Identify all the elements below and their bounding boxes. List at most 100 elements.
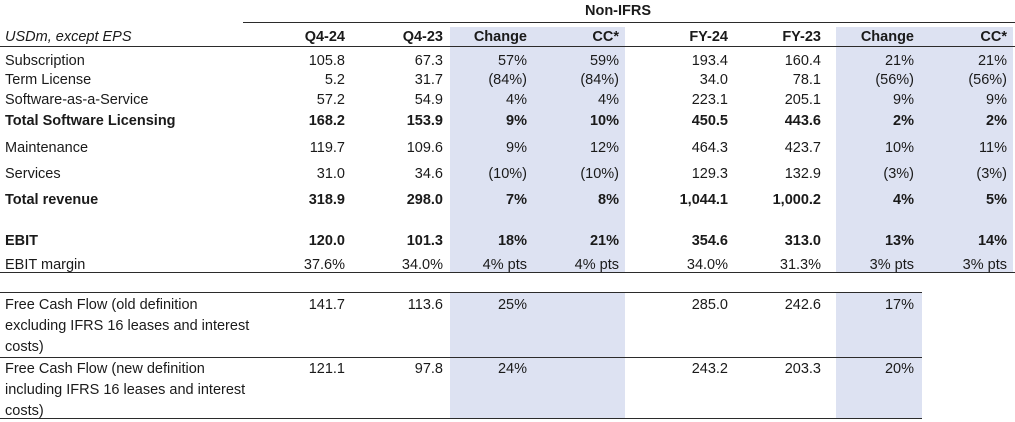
- row-label: Software-as-a-Service: [5, 92, 149, 108]
- cell-q4-23: 67.3: [414, 53, 443, 69]
- cell-fy-change: 2%: [893, 113, 914, 129]
- cell-fy-cc: 3% pts: [962, 257, 1007, 273]
- cell-fy-change: 3% pts: [869, 257, 914, 273]
- cell-fy-23: 31.3%: [779, 257, 821, 273]
- column-header-fy-cc: CC*: [980, 29, 1007, 45]
- cell-q4-24: 105.8: [308, 53, 345, 69]
- fcf-fy-change-band: [836, 292, 922, 418]
- cell-fy-23: 160.4: [784, 53, 821, 69]
- cell-q4-change: 4%: [506, 92, 527, 108]
- cell-q4-change: 9%: [506, 140, 527, 156]
- row-label: EBIT margin: [5, 257, 86, 273]
- fcf-cell-fy-24: 243.2: [691, 361, 728, 377]
- fcf-cell-fy-change: 17%: [884, 297, 914, 313]
- cell-q4-cc: 4%: [598, 92, 619, 108]
- fcf-cell-q4-change: 24%: [497, 361, 527, 377]
- cell-q4-23: 31.7: [414, 72, 443, 88]
- cell-fy-23: 1,000.2: [772, 192, 821, 208]
- cell-fy-23: 132.9: [784, 166, 821, 182]
- cell-fy-23: 423.7: [784, 140, 821, 156]
- cell-q4-cc: 4% pts: [574, 257, 619, 273]
- cell-q4-23: 109.6: [406, 140, 443, 156]
- cell-fy-23: 205.1: [784, 92, 821, 108]
- cell-q4-change: 4% pts: [482, 257, 527, 273]
- row-label: Services: [5, 166, 61, 182]
- column-header-fy-change: Change: [860, 29, 914, 45]
- cell-q4-change: 57%: [497, 53, 527, 69]
- fcf-row-label: Free Cash Flow (old definition excluding…: [5, 297, 250, 355]
- cell-q4-change: 18%: [497, 233, 527, 249]
- cell-fy-23: 313.0: [784, 233, 821, 249]
- cell-q4-24: 5.2: [324, 72, 345, 88]
- group-title: Non-IFRS: [585, 3, 652, 19]
- cell-q4-24: 37.6%: [303, 257, 345, 273]
- table-bottom-rule: [0, 272, 1015, 273]
- cell-q4-cc: 59%: [589, 53, 619, 69]
- cell-fy-cc: 11%: [979, 140, 1007, 156]
- q4-change-band: [450, 27, 625, 272]
- column-header-fy-24: FY-24: [689, 29, 728, 45]
- cell-q4-23: 101.3: [406, 233, 443, 249]
- column-header-q4-24: Q4-24: [304, 29, 345, 45]
- fcf-cell-q4-change: 25%: [497, 297, 527, 313]
- fcf-cell-q4-23: 97.8: [414, 361, 443, 377]
- group-title-rule: [243, 22, 1015, 23]
- cell-q4-23: 54.9: [414, 92, 443, 108]
- cell-q4-cc: (84%): [580, 72, 619, 88]
- cell-q4-cc: (10%): [580, 166, 619, 182]
- fcf-cell-fy-24: 285.0: [691, 297, 728, 313]
- cell-q4-cc: 8%: [598, 192, 619, 208]
- cell-fy-change: 4%: [893, 192, 914, 208]
- fcf-top-rule: [0, 292, 922, 293]
- row-label: Term License: [5, 72, 92, 88]
- fcf-cell-q4-23: 113.6: [407, 297, 443, 313]
- cell-fy-change: 13%: [884, 233, 914, 249]
- cell-q4-cc: 21%: [589, 233, 619, 249]
- cell-fy-23: 78.1: [792, 72, 821, 88]
- fcf-cell-q4-24: 121.1: [308, 361, 345, 377]
- cell-fy-24: 464.3: [691, 140, 728, 156]
- cell-fy-24: 450.5: [691, 113, 728, 129]
- fcf-cell-fy-change: 20%: [884, 361, 914, 377]
- header-rule: [0, 46, 1015, 47]
- row-label: Maintenance: [5, 140, 89, 156]
- cell-q4-24: 168.2: [308, 113, 345, 129]
- cell-fy-24: 1,044.1: [679, 192, 728, 208]
- cell-fy-cc: 2%: [986, 113, 1007, 129]
- cell-q4-24: 120.0: [308, 233, 345, 249]
- cell-fy-24: 354.6: [691, 233, 728, 249]
- column-header-q4-cc: CC*: [592, 29, 619, 45]
- cell-fy-cc: 5%: [986, 192, 1007, 208]
- cell-fy-24: 129.3: [691, 166, 728, 182]
- column-header-q4-23: Q4-23: [402, 29, 443, 45]
- column-header-fy-23: FY-23: [782, 29, 821, 45]
- row-label: Subscription: [5, 53, 85, 69]
- cell-q4-24: 31.0: [316, 166, 345, 182]
- cell-q4-23: 34.0%: [401, 257, 443, 273]
- fcf-cell-fy-23: 203.3: [784, 361, 821, 377]
- cell-q4-cc: 12%: [589, 140, 619, 156]
- cell-q4-24: 318.9: [308, 192, 345, 208]
- cell-fy-change: (3%): [883, 166, 914, 182]
- fcf-cell-q4-24: 141.7: [308, 297, 345, 313]
- fcf-row-label: Free Cash Flow (new definition including…: [5, 361, 246, 419]
- unit-label: USDm, except EPS: [5, 29, 132, 45]
- cell-fy-change: 9%: [893, 92, 914, 108]
- cell-fy-cc: 9%: [986, 92, 1007, 108]
- cell-fy-change: 10%: [884, 140, 914, 156]
- cell-q4-24: 57.2: [316, 92, 345, 108]
- column-header-q4-change: Change: [473, 29, 527, 45]
- cell-fy-24: 34.0: [699, 72, 728, 88]
- cell-q4-change: (10%): [488, 166, 527, 182]
- cell-q4-change: 7%: [506, 192, 527, 208]
- row-label: Total Software Licensing: [5, 113, 176, 129]
- cell-fy-cc: 21%: [977, 53, 1007, 69]
- cell-fy-cc: 14%: [977, 233, 1007, 249]
- cell-fy-23: 443.6: [784, 113, 821, 129]
- cell-fy-change: (56%): [875, 72, 914, 88]
- row-label: EBIT: [5, 233, 39, 249]
- fcf-bottom-rule: [0, 418, 922, 419]
- cell-q4-cc: 10%: [589, 113, 619, 129]
- row-label: Total revenue: [5, 192, 99, 208]
- cell-fy-24: 34.0%: [686, 257, 728, 273]
